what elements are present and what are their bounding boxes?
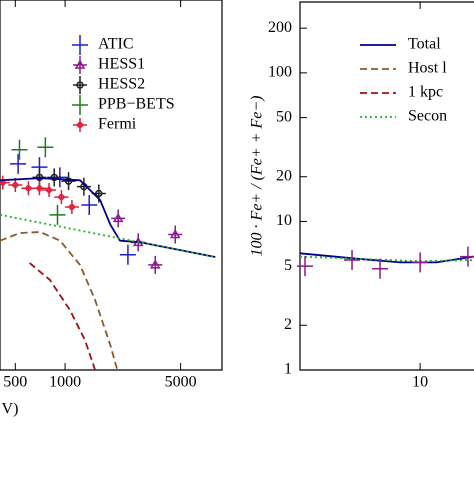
data-point <box>459 246 474 267</box>
legend-label: 1 kpc <box>408 84 443 101</box>
data-point <box>54 190 69 205</box>
curve <box>0 213 216 258</box>
legend-label: Fermi <box>98 116 137 133</box>
axis-frame <box>0 0 223 371</box>
y-tick-label: 10 <box>276 212 292 229</box>
y-tick-label: 50 <box>276 108 292 125</box>
legend-marker <box>73 118 87 132</box>
legend-label: Total <box>408 36 441 53</box>
axis-frame <box>299 1 474 371</box>
data-point <box>81 194 98 215</box>
data-point <box>119 244 136 265</box>
y-tick-label: 2 <box>284 316 292 333</box>
legend-label: Host l <box>408 60 447 77</box>
y-tick-label: 5 <box>284 257 292 274</box>
data-point <box>37 137 54 158</box>
data-point <box>64 200 79 215</box>
data-point <box>11 139 28 160</box>
data-point <box>148 255 163 274</box>
data-point <box>111 209 126 228</box>
legend-marker <box>72 35 88 55</box>
y-axis-label: 100 · Fe+ / (Fe+ + Fe−) <box>249 96 266 257</box>
y-tick-label: 20 <box>276 167 292 184</box>
x-tick-label: 1000 <box>49 374 81 391</box>
legend-label: ATIC <box>98 36 134 53</box>
legend-label: HESS1 <box>98 56 145 73</box>
legend-label: PPB−BETS <box>98 96 175 113</box>
data-point <box>49 204 66 225</box>
curve <box>299 252 474 264</box>
x-axis-label: V) <box>2 401 19 418</box>
curve <box>0 231 119 371</box>
legend-label: HESS2 <box>98 76 145 93</box>
legend-marker <box>73 76 87 94</box>
data-point <box>42 182 57 197</box>
data-point <box>168 225 183 244</box>
data-point <box>297 256 314 277</box>
data-point <box>10 153 27 174</box>
data-point <box>372 258 389 279</box>
data-point <box>61 172 76 191</box>
data-point <box>412 252 429 273</box>
legend-marker <box>72 95 88 115</box>
y-tick-label: 1 <box>284 361 292 378</box>
x-tick-label: 5000 <box>165 374 197 391</box>
legend-marker <box>73 56 87 74</box>
x-tick-label: 10 <box>412 374 428 391</box>
y-tick-label: 200 <box>268 19 292 36</box>
data-point <box>76 177 91 196</box>
curve <box>29 262 96 371</box>
legend-label: Secon <box>408 108 447 125</box>
data-point <box>32 181 47 196</box>
data-point <box>0 175 10 190</box>
data-point <box>344 250 361 271</box>
y-tick-label: 100 <box>268 64 292 81</box>
x-tick-label: 500 <box>3 374 27 391</box>
